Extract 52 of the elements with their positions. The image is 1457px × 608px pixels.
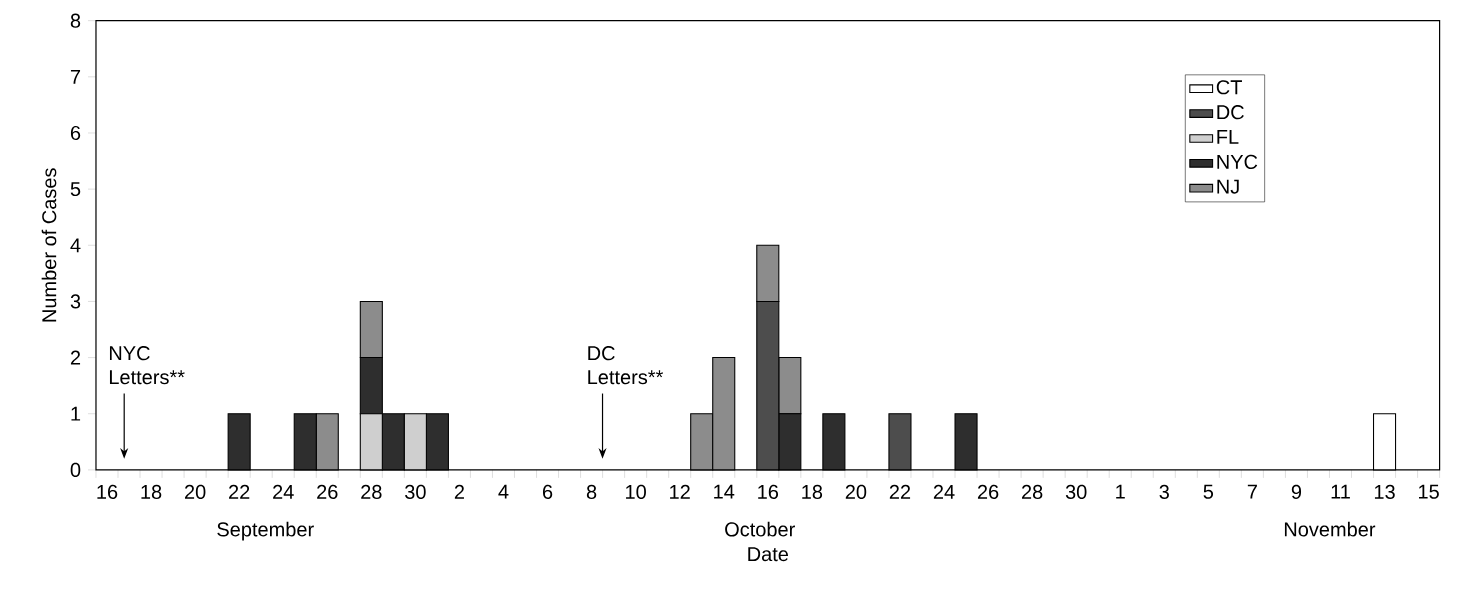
x-tick-label: 30 [405,484,426,500]
x-tick-label: 18 [802,484,823,500]
x-axis-title: Date [748,547,789,562]
x-tick-label: 24 [273,484,294,499]
legend-label: NYC [1217,154,1258,170]
x-tick-label: 2 [454,484,464,499]
x-tick-label: 1 [1116,484,1125,499]
x-tick-label: 11 [1331,484,1350,499]
x-tick-label: 14 [714,484,735,499]
legend-label: FL [1217,130,1239,144]
x-tick-label: 22 [229,484,250,499]
y-tick-label: 2 [70,350,81,365]
legend-label: NJ [1217,179,1239,194]
x-tick-label: 16 [758,484,779,500]
x-tick-label: 4 [498,484,509,499]
y-tick-label: 0 [70,462,81,478]
text: October [725,521,795,537]
x-tick-label: 28 [361,484,382,500]
x-tick-label: 20 [184,484,206,500]
y-tick-label: 4 [70,238,81,253]
annotation: NYC Letters** [109,346,185,385]
y-tick-label: 7 [70,70,81,84]
y-axis-title: Number of Cases [41,168,57,322]
x-tick-label: 28 [1022,484,1043,500]
x-tick-label: 20 [845,484,867,500]
y-tick-label: 6 [70,125,81,141]
x-tick-label: 16 [97,484,118,500]
x-tick-label: 26 [977,484,999,500]
legend-label: DC [1217,105,1244,120]
x-tick-label: 13 [1374,484,1395,500]
x-tick-label: 24 [933,484,955,499]
x-tick-label: 9 [1291,484,1302,500]
x-tick-label: 10 [626,484,646,500]
x-tick-label: 5 [1203,484,1214,499]
annotation: DC Letters** [588,346,664,385]
y-tick-label: 5 [70,182,81,197]
text: November [1284,521,1376,537]
x-tick-label: 12 [670,484,690,499]
x-tick-label: 26 [317,484,338,500]
x-tick-label: 8 [586,484,597,500]
text: September [217,521,314,541]
x-tick-label: 30 [1065,484,1087,500]
x-tick-label: 6 [542,484,553,500]
x-tick-label: 15 [1419,484,1439,499]
y-tick-label: 8 [70,13,81,28]
y-tick-label: 1 [71,406,81,421]
x-tick-label: 22 [889,484,911,499]
x-tick-label: 18 [141,484,162,500]
x-tick-label: 3 [1159,484,1169,500]
y-tick-label: 3 [70,294,81,309]
x-tick-label: 7 [1247,484,1257,499]
legend-label: CT [1216,80,1242,95]
